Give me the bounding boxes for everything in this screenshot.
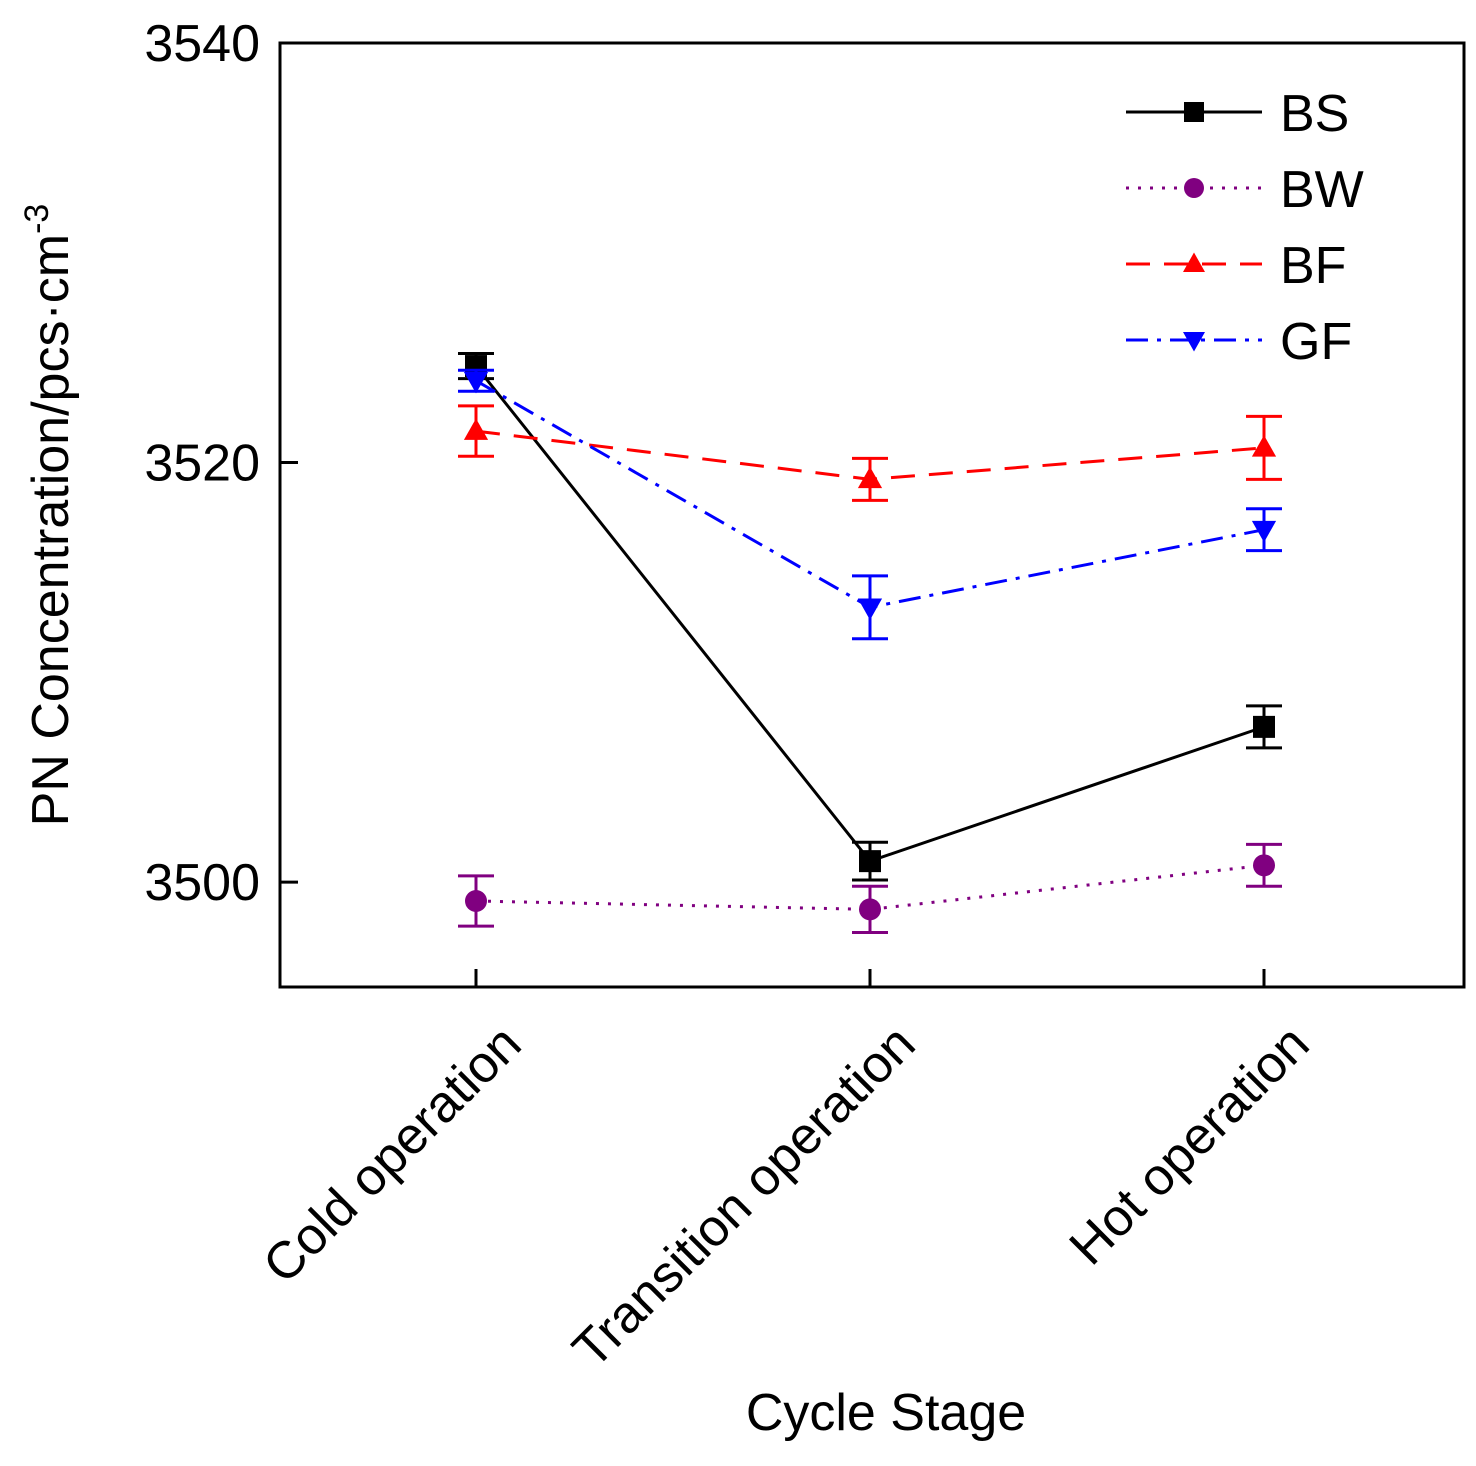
tick-layer: 3500 3520 3540 Cold operation Transition ope…	[144, 15, 1320, 1379]
series-gf	[458, 368, 1282, 641]
series-bw-point	[465, 889, 487, 912]
x-tick-label: Hot operation	[1059, 1014, 1321, 1276]
legend-item-gf: GF	[1126, 313, 1352, 371]
legend-label: BW	[1280, 161, 1364, 219]
legend-swatch-marker	[1184, 102, 1204, 122]
legend-item-bf: BF	[1126, 237, 1346, 295]
series-layer	[458, 351, 1282, 934]
plot-frame	[278, 41, 1466, 989]
series-bf-point	[857, 466, 883, 489]
series-gf-point	[1251, 520, 1277, 543]
x-axis-title: Cycle Stage	[746, 1384, 1026, 1442]
legend-item-bs: BS	[1126, 85, 1349, 143]
series-bw-point	[1253, 854, 1275, 877]
series-bw	[458, 842, 1282, 934]
legend-swatch-marker	[1184, 178, 1204, 198]
y-axis-title: PN Concentration/pcs·cm-3	[18, 204, 80, 827]
legend-label: BF	[1280, 237, 1346, 295]
series-bw-point	[859, 898, 881, 921]
legend: BS BW BF GF	[1126, 85, 1364, 371]
series-gf-point	[463, 371, 489, 394]
y-axis-title-main: PN Concentration/pcs·cm	[22, 234, 80, 826]
legend-label: GF	[1280, 313, 1352, 371]
legend-swatch-marker	[1183, 332, 1205, 352]
y-axis-title-superscript: -3	[18, 204, 56, 234]
legend-swatch-marker	[1183, 252, 1205, 272]
series-bs-point	[1253, 715, 1275, 738]
series-bf-point	[463, 418, 489, 440]
series-gf-point	[857, 598, 883, 620]
legend-item-bw: BW	[1126, 161, 1364, 219]
y-tick-label: 3540	[144, 15, 260, 73]
series-bf-point	[1251, 435, 1277, 457]
legend-label: BS	[1280, 85, 1349, 143]
y-tick-label: 3520	[144, 435, 260, 493]
series-bs-point	[859, 850, 881, 873]
x-tick-label: Cold operation	[252, 1014, 532, 1294]
y-tick-label: 3500	[144, 854, 260, 912]
x-tick-label: Transition operation	[562, 1014, 927, 1379]
series-bf	[458, 404, 1282, 502]
